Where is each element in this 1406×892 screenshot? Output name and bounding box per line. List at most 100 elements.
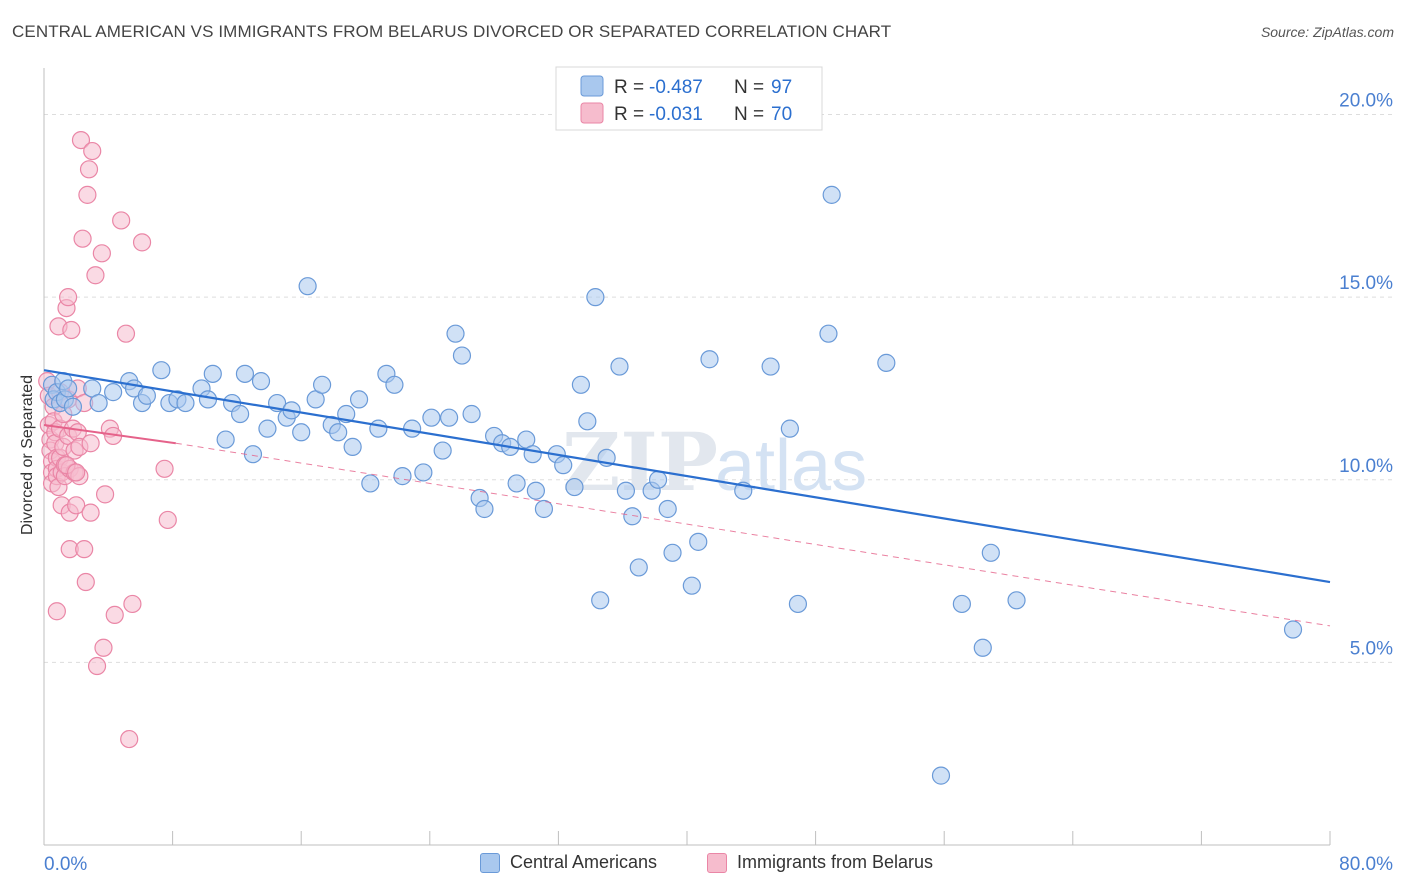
data-point-central-american — [137, 386, 156, 405]
legend-item-central-americans: Central Americans — [480, 852, 657, 873]
data-point-belarus — [75, 540, 94, 559]
data-point-central-american — [571, 375, 591, 394]
data-point-central-american — [298, 277, 317, 296]
x-tick-label-max: 80.0% — [1339, 854, 1393, 875]
data-point-central-american — [822, 185, 841, 204]
data-point-central-american — [433, 441, 452, 460]
data-point-belarus — [105, 605, 124, 625]
data-point-central-american — [931, 766, 951, 785]
data-point-belarus — [59, 288, 78, 307]
data-point-central-american — [414, 463, 433, 482]
data-point-belarus — [112, 211, 131, 230]
data-point-belarus — [62, 320, 81, 340]
data-point-central-american — [526, 481, 545, 500]
data-point-central-american — [104, 383, 123, 402]
chart-title: CENTRAL AMERICAN VS IMMIGRANTS FROM BELA… — [12, 22, 892, 41]
data-point-central-american — [152, 361, 171, 380]
legend-item-belarus: Immigrants from Belarus — [707, 852, 933, 873]
data-point-central-american — [616, 481, 636, 500]
data-point-central-american — [981, 543, 1000, 562]
tick-labels: 5.0% 10.0% 15.0% 20.0% 0.0% 80.0% — [44, 91, 1393, 875]
data-point-belarus — [116, 324, 136, 343]
y-tick-label: 5.0% — [1350, 638, 1393, 659]
data-point-belarus — [120, 729, 139, 749]
data-point-central-american — [231, 404, 250, 424]
data-point-central-american — [292, 423, 311, 442]
trend-line-belarus — [43, 423, 176, 445]
data-point-central-american — [361, 474, 380, 493]
data-point-belarus — [95, 485, 115, 504]
data-point-belarus — [71, 130, 91, 150]
data-point-central-american — [591, 591, 610, 610]
data-point-central-american — [952, 594, 971, 614]
data-point-central-american — [629, 558, 648, 577]
data-point-central-american — [565, 477, 584, 497]
data-point-central-american — [648, 470, 668, 489]
data-point-central-american — [393, 467, 412, 486]
trend-line-belarus-extended — [175, 442, 1331, 627]
legend-bottom: Central Americans Immigrants from Belaru… — [0, 852, 1406, 878]
data-point-belarus — [76, 572, 95, 592]
legend-swatch-central-americans — [480, 852, 500, 873]
data-point-central-american — [877, 353, 896, 372]
data-point-belarus — [155, 459, 174, 478]
data-point-central-american — [819, 324, 838, 343]
watermark-zip: ZIP — [562, 415, 718, 509]
data-point-central-american — [349, 390, 369, 409]
data-point-central-american — [446, 324, 465, 343]
data-point-belarus — [81, 503, 100, 522]
legend-label-central-americans: Central Americans — [510, 852, 658, 872]
data-point-central-american — [59, 379, 78, 398]
data-point-central-american — [329, 423, 348, 442]
data-point-central-american — [452, 346, 472, 365]
data-point-central-american — [578, 412, 597, 431]
data-point-belarus — [83, 141, 102, 161]
grid-lines — [44, 114, 1394, 663]
source-credit: Source: ZipAtlas.com — [1260, 24, 1394, 40]
data-point-central-american — [586, 288, 605, 307]
data-point-central-american — [1283, 620, 1303, 639]
data-point-central-american — [403, 419, 422, 438]
data-point-central-american — [251, 372, 271, 391]
legend-r-value-2: -0.031 — [649, 104, 703, 125]
data-point-belarus — [92, 244, 111, 263]
data-point-belarus — [73, 229, 92, 248]
y-axis-label: Divorced or Separated — [19, 374, 36, 536]
data-point-central-american — [658, 499, 677, 519]
data-point-central-american — [385, 375, 404, 394]
data-point-central-american — [689, 532, 708, 551]
data-point-central-american — [243, 445, 263, 464]
legend-swatch-belarus — [707, 852, 727, 873]
y-tick-label: 20.0% — [1339, 91, 1393, 112]
data-point-belarus — [79, 160, 99, 179]
data-point-central-american — [462, 404, 481, 424]
legend-r-label-2: R = — [614, 104, 644, 125]
data-point-central-american — [554, 456, 573, 475]
data-point-central-american — [439, 408, 459, 427]
data-point-central-american — [761, 357, 780, 376]
data-point-central-american — [534, 499, 554, 519]
central-american-points — [42, 185, 1303, 785]
data-point-central-american — [610, 357, 629, 376]
legend-n-label-1: N = — [734, 77, 764, 98]
data-point-belarus — [67, 463, 86, 482]
legend-n-value-1: 97 — [771, 77, 792, 98]
data-point-belarus — [47, 602, 66, 621]
data-point-belarus — [81, 434, 100, 453]
data-point-central-american — [475, 499, 494, 519]
data-point-central-american — [663, 543, 682, 562]
data-point-central-american — [203, 364, 222, 383]
data-point-belarus — [158, 510, 177, 530]
data-point-belarus — [86, 266, 105, 285]
trend-lines — [43, 369, 1331, 627]
data-point-belarus — [67, 496, 86, 515]
data-point-belarus — [87, 656, 107, 676]
data-point-central-american — [973, 638, 992, 657]
legend-n-value-2: 70 — [771, 104, 792, 125]
data-point-central-american — [176, 393, 195, 413]
x-tick-label-min: 0.0% — [44, 854, 87, 875]
data-point-central-american — [623, 507, 642, 526]
data-point-central-american — [780, 419, 799, 438]
legend-r-label-1: R = — [614, 77, 644, 98]
